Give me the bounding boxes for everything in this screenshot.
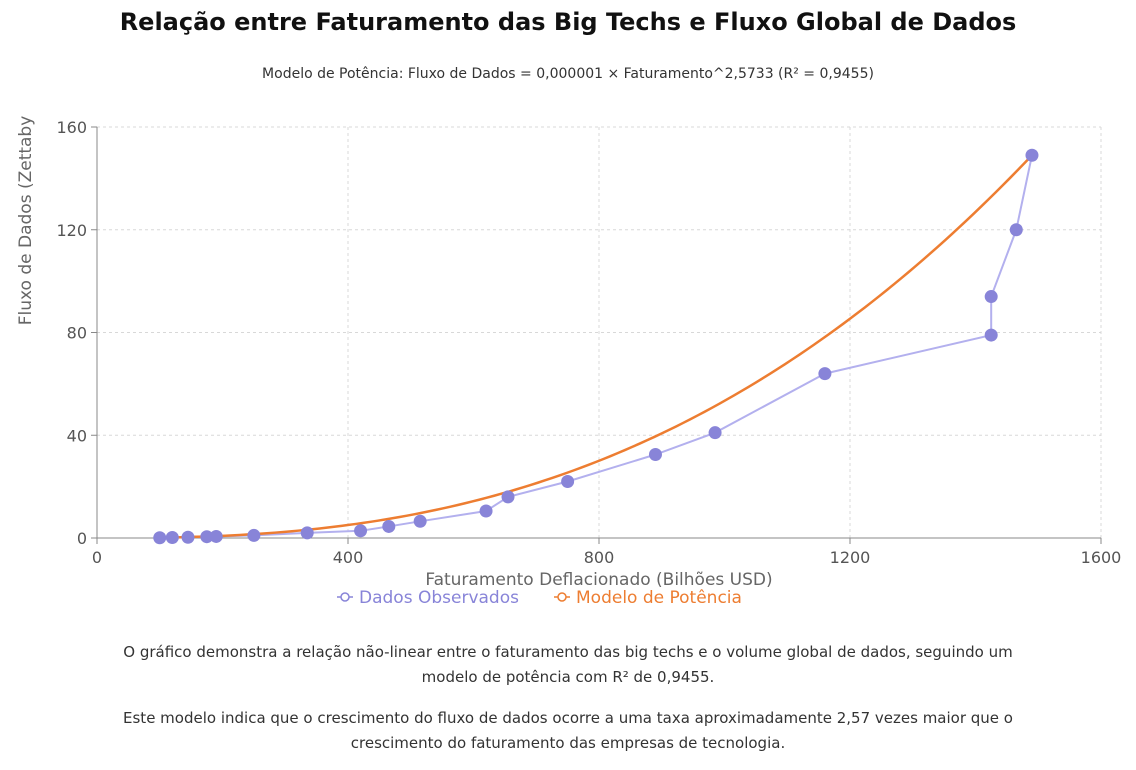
x-tick-label: 0: [92, 548, 102, 567]
chart-subtitle: Modelo de Potência: Fluxo de Dados = 0,0…: [262, 66, 874, 82]
observed-point: [247, 528, 261, 542]
description-paragraph-1: O gráfico demonstra a relação não-linear…: [123, 643, 1013, 686]
y-tick-label: 120: [56, 221, 87, 240]
observed-point: [165, 530, 179, 544]
legend: Dados Observados Modelo de Potência: [337, 588, 742, 608]
chart-title: Relação entre Faturamento das Big Techs …: [119, 8, 1017, 36]
observed-point: [984, 290, 998, 304]
observed-point: [561, 474, 575, 488]
axes: [91, 126, 1102, 544]
observed-point: [501, 490, 515, 504]
observed-point: [984, 328, 998, 342]
series: [153, 148, 1039, 545]
y-tick-label: 80: [67, 324, 87, 343]
x-tick-label: 1200: [830, 548, 871, 567]
observed-point: [413, 514, 427, 528]
legend-swatch-marker: [340, 592, 350, 602]
observed-point: [354, 524, 368, 538]
observed-point: [479, 504, 493, 518]
grid: [97, 126, 1102, 538]
x-tick-label: 1600: [1081, 548, 1122, 567]
observed-series-line: [159, 155, 1033, 539]
observed-point: [818, 367, 832, 381]
observed-point: [708, 426, 722, 440]
observed-point: [648, 448, 662, 462]
observed-point: [300, 526, 314, 540]
model-curve: [159, 154, 1033, 539]
observed-point: [153, 531, 167, 545]
legend-label: Dados Observados: [359, 588, 519, 608]
x-axis-label: Faturamento Deflacionado (Bilhões USD): [425, 570, 772, 590]
y-tick-label: 0: [77, 529, 87, 548]
description-paragraph-2: Este modelo indica que o crescimento do …: [123, 709, 1013, 752]
y-tick-label: 40: [67, 426, 87, 445]
legend-swatch-marker: [557, 592, 567, 602]
observed-point: [209, 529, 223, 543]
observed-point: [382, 519, 396, 533]
observed-point: [1009, 223, 1023, 237]
y-axis-label: Fluxo de Dados (Zettaby: [16, 116, 36, 326]
x-tick-label: 800: [584, 548, 615, 567]
y-tick-label: 160: [56, 118, 87, 137]
tick-labels: 0 400 800 1200 1600 0 40 80 120 160: [56, 118, 1121, 567]
chart: 0 400 800 1200 1600 0 40 80 120 160 Faturamento D…: [16, 116, 1121, 608]
legend-label: Modelo de Potência: [576, 588, 742, 608]
x-tick-label: 400: [333, 548, 364, 567]
observed-point: [1025, 148, 1039, 162]
observed-point: [181, 530, 195, 544]
observed-point: [200, 530, 214, 544]
